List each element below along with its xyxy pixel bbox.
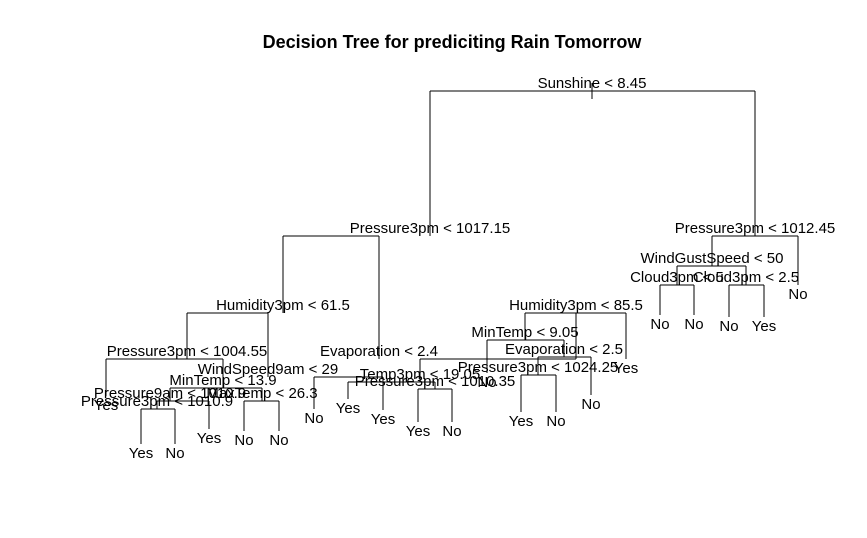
leaf-label: Yes <box>336 400 360 417</box>
split-node-label: Pressure3pm < 1004.55 <box>107 343 268 360</box>
leaf-label: No <box>269 432 288 449</box>
split-node-label: Pressure3pm < 1010.9 <box>81 393 233 410</box>
leaf-label: No <box>684 316 703 333</box>
tree-edges <box>105 83 799 444</box>
split-node-label: MinTemp < 9.05 <box>471 324 578 341</box>
leaf-label: No <box>719 318 738 335</box>
leaf-label: No <box>165 445 184 462</box>
leaf-label: No <box>581 396 600 413</box>
leaf-label: Yes <box>94 397 118 414</box>
split-node-label: WindGustSpeed < 50 <box>640 250 783 267</box>
split-node-label: Temp3pm < 19.05 <box>360 366 481 383</box>
leaf-label: Yes <box>509 413 533 430</box>
leaf-label: No <box>477 374 496 391</box>
split-node-label: WindSpeed9am < 29 <box>198 361 339 378</box>
leaf-label: No <box>546 413 565 430</box>
split-node-label: Humidity3pm < 85.5 <box>509 297 643 314</box>
leaf-label: No <box>304 410 323 427</box>
leaf-label: No <box>442 423 461 440</box>
split-node-label: Pressure9am < 1010.9 <box>94 385 246 402</box>
split-node-label: Cloud3pm < 2.5 <box>693 269 799 286</box>
split-node-label: Pressure3pm < 1012.45 <box>675 220 836 237</box>
split-node-label: Evaporation < 2.5 <box>505 341 623 358</box>
split-node-label: Pressure3pm < 1017.15 <box>350 220 511 237</box>
diagram-title: Decision Tree for prediciting Rain Tomor… <box>263 32 643 52</box>
split-node-label: Pressure3pm < 1024.25 <box>458 359 619 376</box>
split-node-label: MaxTemp < 26.3 <box>206 385 317 402</box>
leaf-label: Yes <box>129 445 153 462</box>
leaf-label: Yes <box>406 423 430 440</box>
split-node-label: MinTemp < 13.9 <box>169 372 276 389</box>
split-node-label: Humidity3pm < 61.5 <box>216 297 350 314</box>
split-node-label: Pressure3pm < 1010.35 <box>355 373 516 390</box>
split-node-label: Sunshine < 8.45 <box>538 75 647 92</box>
leaf-label: No <box>788 286 807 303</box>
leaf-label: Yes <box>752 318 776 335</box>
tree-labels: Sunshine < 8.45 Pressure3pm < 1017.15 Humi… <box>81 75 835 462</box>
leaf-label: No <box>650 316 669 333</box>
leaf-label: Yes <box>371 411 395 428</box>
leaf-label: Yes <box>614 360 638 377</box>
leaf-label: Yes <box>197 430 221 447</box>
leaf-label: No <box>234 432 253 449</box>
split-node-label: Evaporation < 2.4 <box>320 343 438 360</box>
split-node-label: Cloud3pm < 5 <box>630 269 724 286</box>
